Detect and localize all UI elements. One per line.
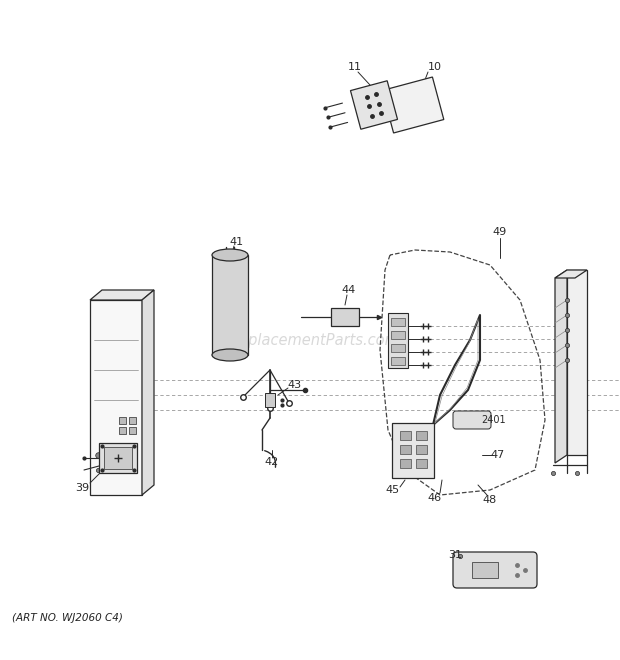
- Polygon shape: [555, 270, 587, 278]
- Text: 47: 47: [491, 450, 505, 460]
- Text: 31: 31: [448, 550, 462, 560]
- Bar: [350, 81, 397, 129]
- FancyBboxPatch shape: [453, 552, 537, 588]
- Text: 48: 48: [483, 495, 497, 505]
- Text: 43: 43: [288, 380, 302, 390]
- Bar: [212, 255, 248, 355]
- Bar: [399, 459, 410, 467]
- Bar: [118, 426, 125, 434]
- Bar: [90, 300, 142, 495]
- Polygon shape: [90, 290, 154, 300]
- Bar: [399, 430, 410, 440]
- Text: 42: 42: [265, 457, 279, 467]
- Bar: [128, 416, 136, 424]
- Ellipse shape: [212, 249, 248, 261]
- Bar: [331, 308, 359, 326]
- Bar: [415, 459, 427, 467]
- Bar: [265, 393, 275, 407]
- Bar: [388, 312, 408, 368]
- Bar: [392, 422, 434, 477]
- Bar: [567, 270, 587, 455]
- Text: 45: 45: [385, 485, 399, 495]
- Polygon shape: [142, 290, 154, 495]
- Text: 49: 49: [493, 227, 507, 237]
- Bar: [128, 426, 136, 434]
- Polygon shape: [555, 270, 567, 463]
- Text: 2401: 2401: [482, 415, 507, 425]
- Text: (ART NO. WJ2060 C4): (ART NO. WJ2060 C4): [12, 613, 123, 623]
- Bar: [472, 562, 498, 578]
- Bar: [104, 447, 132, 469]
- Text: 11: 11: [348, 62, 362, 72]
- Bar: [415, 430, 427, 440]
- Bar: [391, 331, 405, 339]
- Bar: [391, 318, 405, 326]
- Text: 44: 44: [342, 285, 356, 295]
- Ellipse shape: [212, 349, 248, 361]
- Bar: [415, 444, 427, 453]
- Text: 41: 41: [230, 237, 244, 247]
- Bar: [391, 344, 405, 352]
- Bar: [382, 77, 444, 133]
- Text: eReplacementParts.com: eReplacementParts.com: [221, 333, 399, 348]
- Bar: [399, 444, 410, 453]
- FancyBboxPatch shape: [453, 411, 491, 429]
- Bar: [391, 357, 405, 365]
- Text: 10: 10: [428, 62, 442, 72]
- Bar: [99, 443, 137, 473]
- Text: 46: 46: [428, 493, 442, 503]
- Text: 39: 39: [75, 483, 89, 493]
- Bar: [118, 416, 125, 424]
